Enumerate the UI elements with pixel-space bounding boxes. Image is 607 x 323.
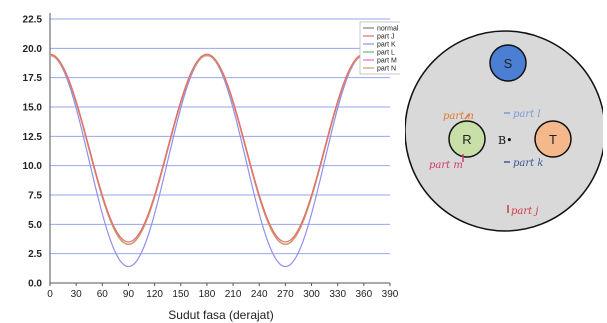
- x-tick-label: 390: [382, 289, 399, 300]
- y-tick-label: 2.5: [28, 249, 42, 260]
- x-tick-label: 330: [329, 289, 346, 300]
- x-tick-label: 180: [199, 289, 216, 300]
- series-line-part-l: [49, 54, 364, 245]
- legend-entry: part M: [377, 58, 397, 65]
- y-tick-labels: 0.0 2.5 5.0 7.5 10.0 12.5 15.0 17.5 20.0 22.5: [23, 15, 43, 290]
- conductor-t-label: T: [549, 132, 557, 147]
- y-tick-label: 17.5: [23, 73, 43, 84]
- legend-entry: part K: [377, 42, 396, 49]
- series-line-part-j: [49, 53, 364, 243]
- conductor-cross-section-diagram: S R T B• part n part l part m part k par…: [405, 30, 603, 232]
- legend-entry: part J: [377, 34, 395, 41]
- part-j-label: part j: [511, 206, 538, 217]
- center-point-b: B•: [498, 134, 513, 147]
- conductor-t: [534, 120, 572, 158]
- y-tick-label: 5.0: [28, 220, 42, 231]
- x-tick-labels: 0 30 60 90 120 150 180 210 240 270 300 330 360 390: [47, 289, 399, 300]
- x-tick-label: 360: [356, 289, 373, 300]
- series-line-part-k: [49, 54, 364, 268]
- x-tick-label: 210: [225, 289, 242, 300]
- x-tick-label: 240: [251, 289, 268, 300]
- part-n-label: part n: [443, 111, 474, 122]
- series-line-part-m: [49, 54, 364, 245]
- x-tick-label: 30: [71, 289, 83, 300]
- line-chart: 0.0 2.5 5.0 7.5 10.0 12.5 15.0 17.5 20.0 22.5 0 30…: [23, 13, 400, 322]
- legend-entry: normal: [377, 26, 399, 33]
- cable-outer-circle: [405, 30, 603, 232]
- y-tick-label: 15.0: [23, 103, 43, 114]
- conductor-r: [448, 120, 486, 158]
- y-tick-label: 20.0: [23, 44, 43, 55]
- grid-lines: [50, 18, 390, 255]
- x-axis-label: Sudut fasa (derajat): [168, 308, 273, 322]
- series-line-normal: [49, 54, 364, 245]
- series-lines: [49, 53, 364, 268]
- x-tick-label: 60: [97, 289, 109, 300]
- y-tick-label: 22.5: [23, 15, 43, 26]
- series-line-part-n: [49, 54, 364, 245]
- y-tick-label: 7.5: [28, 191, 42, 202]
- conductor-s-label: S: [504, 56, 513, 71]
- x-tick-label: 90: [123, 289, 135, 300]
- x-tick-label: 150: [172, 289, 189, 300]
- part-k-label: part k: [513, 158, 543, 169]
- conductor-s: [489, 44, 527, 82]
- part-l-label: part l: [513, 109, 541, 120]
- legend-entry: part L: [377, 50, 395, 57]
- y-tick-label: 0.0: [28, 279, 42, 290]
- part-n-marker: [464, 113, 470, 120]
- y-tick-label: 10.0: [23, 161, 43, 172]
- part-m-label: part m: [429, 160, 463, 171]
- legend-box: [359, 21, 400, 75]
- legend-entry: part N: [377, 66, 396, 73]
- y-tick-label: 12.5: [23, 132, 43, 143]
- conductor-r-label: R: [462, 132, 471, 147]
- x-tick-label: 300: [303, 289, 320, 300]
- x-tick-label: 0: [47, 289, 53, 300]
- x-tick-label: 120: [146, 289, 163, 300]
- x-tick-label: 270: [277, 289, 294, 300]
- axes: [49, 13, 391, 286]
